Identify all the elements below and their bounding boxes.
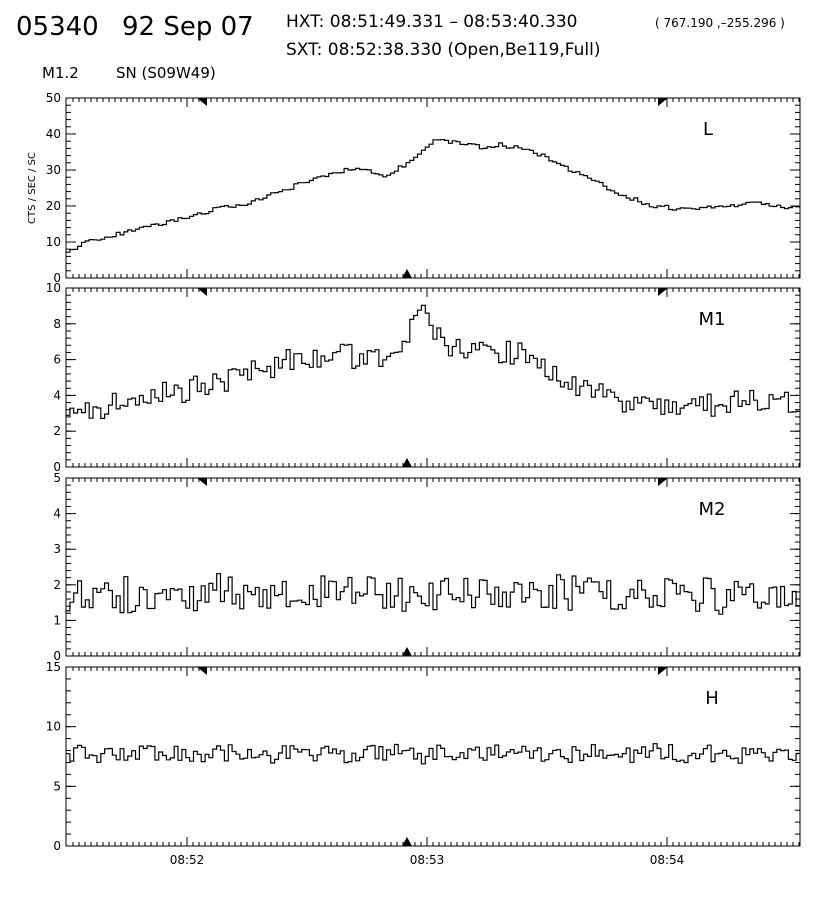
time-marker-icon (197, 667, 207, 675)
y-tick-label: 6 (53, 353, 61, 367)
time-marker-icon (402, 269, 412, 278)
y-tick-label: 40 (46, 127, 61, 141)
time-marker-icon (658, 288, 668, 296)
y-tick-label: 1 (53, 613, 61, 627)
series-M1 (66, 304, 800, 419)
x-tick-label: 08:54 (650, 853, 685, 867)
series-M2 (66, 573, 800, 615)
time-marker-icon (402, 647, 412, 656)
time-marker-icon (402, 837, 412, 846)
flare-position: SN (S09W49) (116, 64, 216, 82)
y-tick-label: 0 (53, 649, 61, 663)
x-tick-label: 08:52 (170, 853, 205, 867)
y-axis-label: CTS / SEC / SC (27, 152, 38, 224)
y-tick-label: 4 (53, 388, 61, 402)
hxt-coordinates: ( 767.190 ,–255.296 ) (655, 16, 785, 30)
panel-label-M2: M2 (699, 499, 726, 520)
y-tick-label: 10 (46, 720, 61, 734)
y-tick-label: 3 (53, 542, 61, 556)
y-tick-label: 5 (53, 471, 61, 485)
flare-class: M1.2 (42, 64, 79, 82)
hxt-time-range: HXT: 08:51:49.331 – 08:53:40.330 (286, 12, 578, 32)
sxt-time: SXT: 08:52:38.330 (Open,Be119,Full) (286, 40, 601, 60)
y-tick-label: 2 (53, 424, 61, 438)
observation-id: 05340 (16, 12, 99, 42)
time-marker-icon (658, 667, 668, 675)
time-marker-icon (658, 478, 668, 486)
y-tick-label: 0 (53, 839, 61, 853)
y-tick-label: 50 (46, 91, 61, 105)
series-L (66, 139, 800, 253)
panel-label-H: H (705, 688, 719, 709)
time-marker-icon (197, 478, 207, 486)
y-tick-label: 30 (46, 163, 61, 177)
panel-frame-M1 (65, 287, 801, 468)
panel-frame-L (65, 97, 801, 279)
y-tick-label: 0 (53, 271, 61, 285)
y-tick-label: 10 (46, 235, 61, 249)
panel-frame-M2 (65, 477, 801, 657)
time-marker-icon (658, 98, 668, 106)
y-tick-label: 15 (46, 660, 61, 674)
y-tick-label: 10 (46, 281, 61, 295)
panel-label-M1: M1 (699, 309, 726, 330)
x-tick-label: 08:53 (410, 853, 445, 867)
panel-label-L: L (703, 119, 713, 140)
y-tick-label: 2 (53, 578, 61, 592)
y-tick-label: 8 (53, 317, 61, 331)
time-marker-icon (197, 98, 207, 106)
time-marker-icon (197, 288, 207, 296)
y-tick-label: 4 (53, 507, 61, 521)
observation-date: 92 Sep 07 (122, 12, 254, 42)
y-tick-label: 0 (53, 460, 61, 474)
y-tick-label: 20 (46, 199, 61, 213)
y-tick-label: 5 (53, 779, 61, 793)
time-marker-icon (402, 458, 412, 467)
series-H (66, 743, 800, 765)
